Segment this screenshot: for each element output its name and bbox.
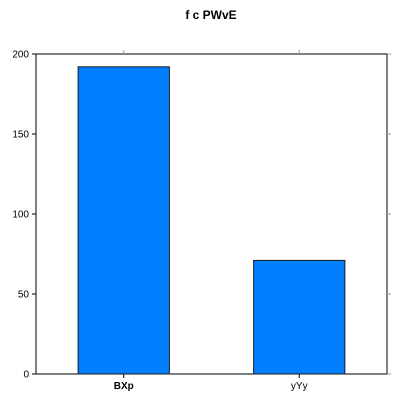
y-tick-label: 150 [12,130,29,141]
tick-labels: 0 50 100 150 200 BXp yYy [12,50,307,393]
y-tick-label: 50 [18,290,30,301]
x-tick-label: BXp [114,381,134,392]
x-tick-label: yYy [291,381,308,392]
y-tick-label: 100 [12,210,29,221]
bar-bxp [77,66,170,375]
bar-yyy [253,259,346,375]
y-tick-label: 200 [12,50,29,61]
bars [77,66,346,375]
chart-title: f c PWvE [185,8,236,22]
y-tick-label: 0 [23,370,29,381]
axis-ticks [32,50,391,378]
